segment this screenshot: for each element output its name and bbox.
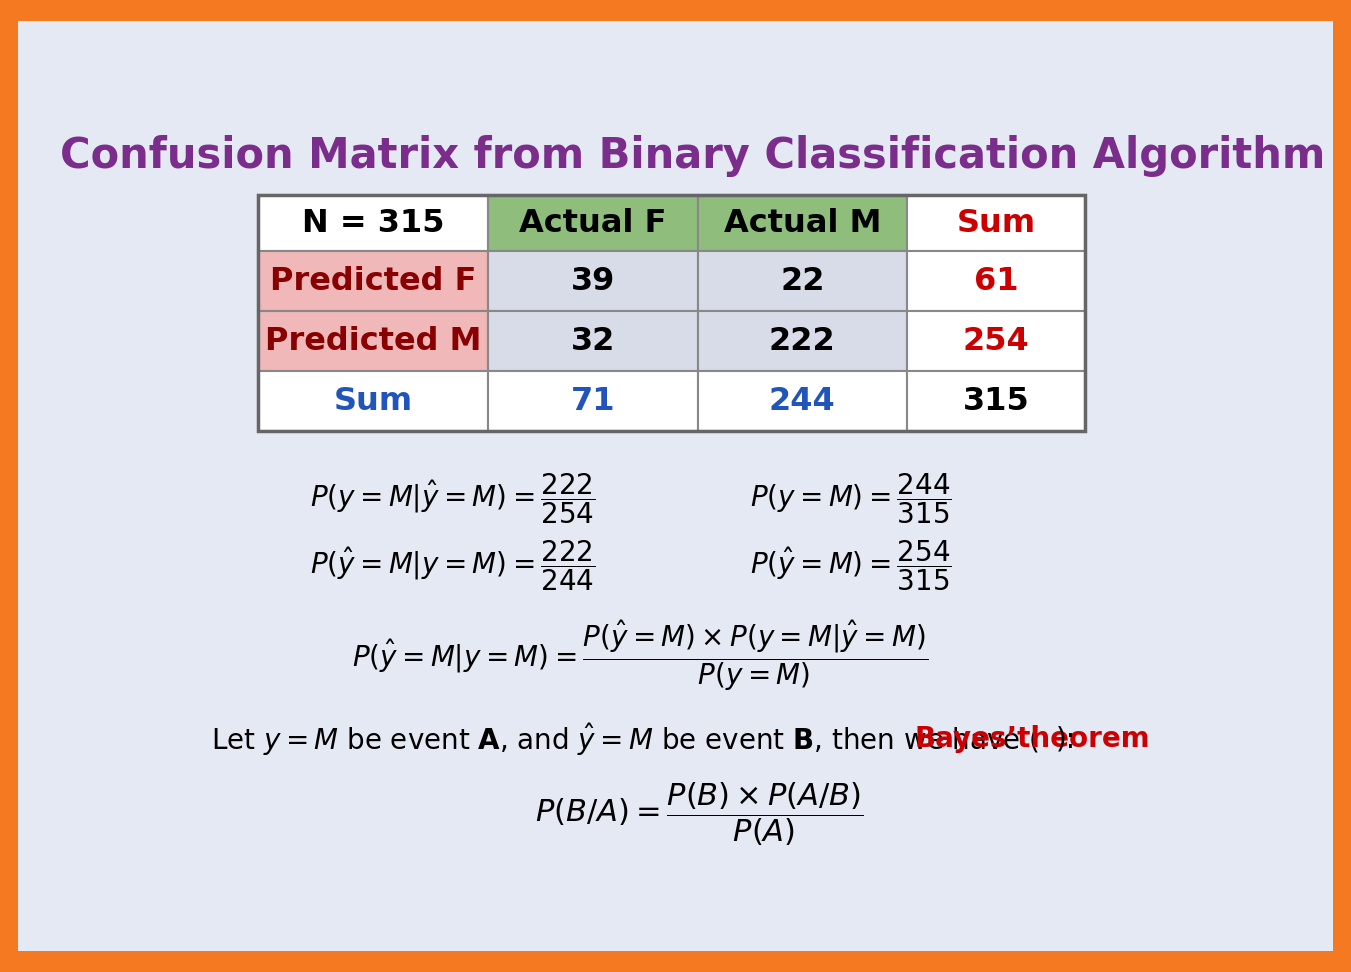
Text: 61: 61 (974, 265, 1019, 296)
Text: Sum: Sum (334, 386, 412, 417)
Text: Actual F: Actual F (519, 208, 666, 239)
Text: Bayes’theorem: Bayes’theorem (915, 725, 1150, 753)
Bar (697, 371, 907, 431)
Text: Actual M: Actual M (724, 208, 881, 239)
Bar (258, 195, 1085, 431)
Text: 315: 315 (963, 386, 1029, 417)
Text: 32: 32 (570, 326, 615, 357)
Bar (258, 371, 488, 431)
Text: Predicted M: Predicted M (265, 326, 481, 357)
Bar (488, 371, 697, 431)
Bar (488, 195, 697, 252)
Text: 244: 244 (769, 386, 836, 417)
Bar (907, 311, 1085, 371)
Text: $P(y = M|\hat{y} = M) = \dfrac{222}{254}$: $P(y = M|\hat{y} = M) = \dfrac{222}{254}… (311, 471, 596, 526)
Bar (258, 252, 488, 311)
Text: $P(\hat{y} = M|y = M) = \dfrac{P(\hat{y} = M) \times P(y = M|\hat{y} = M)}{P(y =: $P(\hat{y} = M|y = M) = \dfrac{P(\hat{y}… (353, 618, 928, 693)
Text: Let $y = M$ be event $\mathbf{A}$, and $\hat{y} = M$ be event $\mathbf{B}$, then: Let $y = M$ be event $\mathbf{A}$, and $… (211, 721, 1039, 758)
Text: 39: 39 (570, 265, 615, 296)
Bar (488, 311, 697, 371)
Bar (258, 311, 488, 371)
Text: 22: 22 (780, 265, 824, 296)
Text: N = 315: N = 315 (301, 208, 444, 239)
Bar (907, 195, 1085, 252)
Text: $P(B/A) = \dfrac{P(B) \times P(A/B)}{P(A)}$: $P(B/A) = \dfrac{P(B) \times P(A/B)}{P(A… (535, 781, 863, 848)
Text: 222: 222 (769, 326, 836, 357)
Text: $P(\hat{y} = M|y = M) = \dfrac{222}{244}$: $P(\hat{y} = M|y = M) = \dfrac{222}{244}… (311, 538, 596, 593)
Text: 71: 71 (570, 386, 615, 417)
Text: $P(y = M) = \dfrac{244}{315}$: $P(y = M) = \dfrac{244}{315}$ (750, 471, 952, 526)
Text: ):: ): (1055, 725, 1075, 753)
Bar (697, 195, 907, 252)
Text: Predicted F: Predicted F (270, 265, 477, 296)
Bar (258, 195, 488, 252)
Bar (488, 252, 697, 311)
Text: 254: 254 (963, 326, 1029, 357)
Bar (907, 252, 1085, 311)
Bar (907, 371, 1085, 431)
Text: $P(\hat{y} = M) = \dfrac{254}{315}$: $P(\hat{y} = M) = \dfrac{254}{315}$ (750, 538, 952, 593)
Text: Sum: Sum (957, 208, 1036, 239)
Bar (697, 252, 907, 311)
Text: Confusion Matrix from Binary Classification Algorithm: Confusion Matrix from Binary Classificat… (59, 134, 1325, 177)
Bar (697, 311, 907, 371)
